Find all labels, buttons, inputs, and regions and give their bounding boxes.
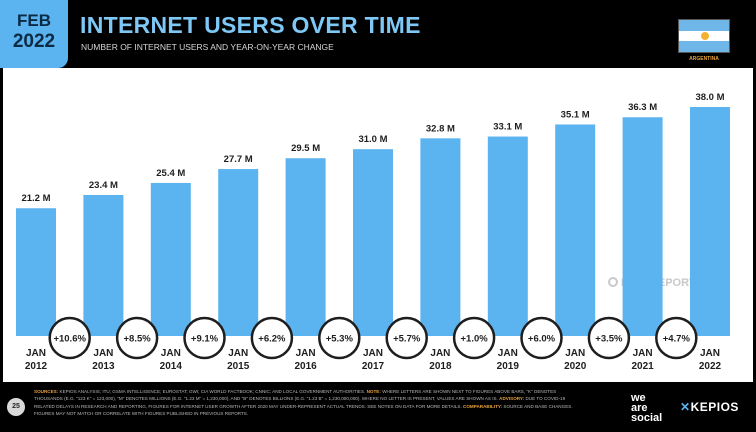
logo-line-3: social <box>631 412 663 424</box>
change-bubble <box>48 316 91 360</box>
kepios-text: KEPIOS <box>690 400 739 414</box>
comparability-body: SOURCE AND BASE CHANGES. FIGURES MAY NOT… <box>34 403 573 417</box>
kepios-k-icon: ✕ <box>680 400 691 414</box>
x-tick-year: 2013 <box>92 361 115 372</box>
x-tick-month: JAN <box>228 348 248 359</box>
x-tick-year: 2014 <box>160 361 183 372</box>
bar-jan-2020 <box>555 124 596 336</box>
change-label: +1.0% <box>460 334 488 345</box>
change-bubble <box>452 316 496 360</box>
date-badge: FEB 2022 <box>0 0 68 68</box>
value-label: 29.5 M <box>291 143 320 154</box>
chart-subtitle: NUMBER OF INTERNET USERS AND YEAR-ON-YEA… <box>81 42 334 52</box>
x-tick-month: JAN <box>633 348 653 359</box>
change-bubble <box>115 316 159 360</box>
change-label: +5.3% <box>326 334 354 345</box>
change-label: +4.7% <box>663 334 691 345</box>
change-label: +9.1% <box>191 334 219 345</box>
x-tick-month: JAN <box>700 348 720 359</box>
note-label: NOTE: <box>366 389 381 394</box>
value-label: 36.3 M <box>628 102 657 113</box>
change-bubble <box>587 316 631 360</box>
we-are-social-logo: we are social <box>631 392 663 424</box>
change-bubble <box>318 316 361 360</box>
bar-jan-2018 <box>420 138 461 336</box>
value-label: 38.0 M <box>695 92 724 103</box>
x-tick-month: JAN <box>93 348 113 359</box>
change-label: +6.0% <box>528 334 556 345</box>
change-bubble <box>183 316 226 360</box>
change-label: +6.2% <box>258 334 286 345</box>
x-tick-year: 2019 <box>497 361 520 372</box>
advisory-label: ADVISORY: <box>499 396 525 402</box>
sources-text: SOURCES: KEPIOS ANALYSIS; ITU; GSMA INTE… <box>34 388 586 418</box>
bar-jan-2012 <box>16 208 56 336</box>
logo-line-2: are <box>631 402 648 414</box>
bar-jan-2015 <box>218 169 259 336</box>
value-label: 23.4 M <box>89 180 118 191</box>
value-label: 31.0 M <box>358 134 387 145</box>
change-bubble <box>385 316 428 360</box>
chart-title: INTERNET USERS OVER TIME <box>80 12 421 38</box>
comparability-label: COMPARABILITY: <box>463 403 503 409</box>
country-label: ARGENTINA <box>689 56 719 62</box>
value-label: 25.4 M <box>156 168 185 179</box>
bar-jan-2017 <box>353 149 393 336</box>
bar-jan-2014 <box>150 182 191 336</box>
value-label: 35.1 M <box>561 109 590 120</box>
change-label: +5.7% <box>393 334 421 345</box>
date-month: FEB <box>17 11 51 30</box>
x-tick-month: JAN <box>430 348 450 359</box>
x-tick-year: 2016 <box>294 361 317 372</box>
sources-label: SOURCES: <box>34 389 59 394</box>
note-body: WHERE LETTERS ARE SHOWN NEXT TO FIGURES … <box>34 389 557 402</box>
bar-jan-2013 <box>83 194 124 336</box>
bar-jan-2016 <box>285 158 326 336</box>
argentina-flag-icon <box>678 19 730 53</box>
value-label: 32.8 M <box>426 123 455 134</box>
value-label: 33.1 M <box>493 122 522 133</box>
x-tick-year: 2021 <box>631 361 654 372</box>
x-tick-month: JAN <box>363 348 383 359</box>
bar-jan-2022 <box>690 107 730 336</box>
change-bubble <box>520 316 563 360</box>
change-label: +8.5% <box>123 334 151 345</box>
page-number: 25 <box>7 398 25 416</box>
x-tick-year: 2022 <box>699 361 722 372</box>
value-label: 21.2 M <box>21 193 50 204</box>
bar-jan-2021 <box>622 117 663 336</box>
x-tick-month: JAN <box>296 348 316 359</box>
advisory-body: DUE TO COVID-19 RELATED DELAYS IN RESEAR… <box>34 396 566 409</box>
x-tick-year: 2012 <box>25 361 48 372</box>
x-tick-month: JAN <box>26 348 46 359</box>
x-tick-month: JAN <box>161 348 181 359</box>
value-label: 27.7 M <box>224 154 253 165</box>
sources-body: KEPIOS ANALYSIS; ITU; GSMA INTELLIGENCE;… <box>59 389 366 394</box>
logo-line-1: we <box>631 392 646 404</box>
date-year: 2022 <box>12 31 56 52</box>
change-label: +3.5% <box>595 334 623 345</box>
datareportal-logo-icon <box>608 277 618 287</box>
bar-jan-2019 <box>487 136 528 336</box>
x-tick-year: 2020 <box>564 361 587 372</box>
x-tick-month: JAN <box>565 348 585 359</box>
kepios-logo: ✕KEPIOS <box>680 400 739 414</box>
x-tick-month: JAN <box>498 348 518 359</box>
change-label: +10.6% <box>53 334 86 345</box>
footer <box>0 382 756 432</box>
change-bubble <box>655 316 698 360</box>
x-tick-year: 2017 <box>362 361 385 372</box>
x-tick-year: 2015 <box>227 361 250 372</box>
change-bubble <box>250 316 294 360</box>
x-tick-year: 2018 <box>429 361 452 372</box>
